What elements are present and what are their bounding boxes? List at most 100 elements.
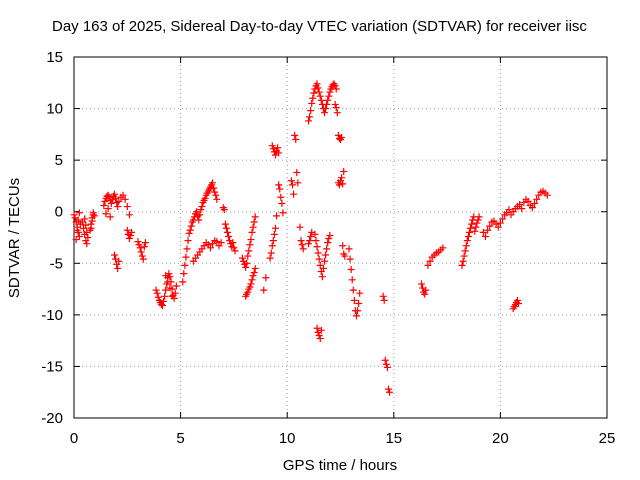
data-point <box>166 273 174 281</box>
data-point <box>111 251 119 259</box>
data-point <box>315 331 323 339</box>
data-point <box>279 209 287 217</box>
data-point <box>275 181 283 189</box>
data-point <box>289 181 297 189</box>
x-tick-labels: 0 5 10 15 20 25 <box>70 430 616 447</box>
data-points <box>70 80 551 396</box>
data-point <box>346 255 354 263</box>
data-point <box>128 228 136 236</box>
data-point <box>267 249 275 257</box>
data-point <box>180 270 188 278</box>
data-point <box>247 236 255 244</box>
data-point <box>187 222 195 230</box>
data-point <box>287 177 295 185</box>
data-point <box>248 276 256 284</box>
data-point <box>251 264 259 272</box>
data-point <box>324 239 332 247</box>
data-point <box>160 297 168 305</box>
data-point <box>323 100 331 108</box>
data-point <box>332 85 340 93</box>
y-tick-label: -20 <box>41 410 63 427</box>
data-point <box>81 215 89 223</box>
data-point <box>484 226 492 234</box>
data-point <box>260 286 268 294</box>
data-point <box>464 232 472 240</box>
data-point <box>474 216 482 224</box>
data-point <box>322 105 330 113</box>
data-point <box>424 261 432 269</box>
data-point <box>296 223 304 231</box>
x-tick-label: 25 <box>599 430 616 447</box>
data-point <box>513 296 521 304</box>
data-point <box>185 229 193 237</box>
data-point <box>331 100 339 108</box>
data-point <box>315 88 323 96</box>
data-point <box>125 211 133 219</box>
data-point <box>87 224 95 232</box>
data-point <box>213 238 221 246</box>
data-point <box>206 244 214 252</box>
data-point <box>224 228 232 236</box>
data-point <box>154 293 162 301</box>
plot-frame <box>73 56 608 419</box>
data-point <box>439 244 447 252</box>
data-point <box>311 85 319 93</box>
data-point <box>139 255 147 263</box>
data-point <box>121 195 129 203</box>
data-point <box>138 252 146 260</box>
data-point <box>310 89 318 97</box>
data-point <box>136 244 144 252</box>
data-point <box>309 94 317 102</box>
data-point <box>339 180 347 188</box>
data-point <box>323 245 331 253</box>
data-point <box>461 247 469 255</box>
data-point <box>316 335 324 343</box>
data-point <box>306 237 314 245</box>
data-point <box>308 99 316 107</box>
data-point <box>161 292 169 300</box>
data-point <box>384 385 392 393</box>
data-point <box>473 219 481 227</box>
data-point <box>462 242 470 250</box>
data-point <box>322 251 330 259</box>
data-point <box>341 252 349 260</box>
data-point <box>271 224 279 232</box>
data-point <box>496 219 504 227</box>
data-point <box>134 238 142 246</box>
data-point <box>325 92 333 100</box>
data-point <box>75 209 83 217</box>
data-point <box>339 242 347 250</box>
data-point <box>460 252 468 260</box>
data-point <box>331 82 339 90</box>
data-point <box>197 206 205 214</box>
data-point <box>421 290 429 298</box>
data-point <box>338 133 346 141</box>
data-point <box>355 300 363 308</box>
data-point <box>88 217 96 225</box>
data-point <box>268 242 276 250</box>
data-point <box>221 220 229 228</box>
data-point <box>275 149 283 157</box>
data-point <box>166 284 174 292</box>
data-point <box>465 228 473 236</box>
data-point <box>518 205 526 213</box>
data-point <box>292 136 300 144</box>
data-point <box>262 274 270 282</box>
data-point <box>84 234 92 241</box>
data-point <box>345 245 353 253</box>
data-point <box>168 292 176 300</box>
data-point <box>418 280 426 288</box>
data-point <box>499 215 507 223</box>
data-point <box>380 296 388 304</box>
y-tick-labels: -20 -15 -10 -5 0 5 10 15 <box>41 49 63 427</box>
data-point <box>182 253 190 261</box>
data-point <box>316 92 324 100</box>
data-point <box>471 227 479 235</box>
data-point <box>242 263 250 271</box>
data-point <box>111 190 119 198</box>
data-point <box>152 286 160 294</box>
data-point <box>231 247 239 255</box>
data-point <box>313 243 321 251</box>
data-point <box>75 232 83 240</box>
data-point <box>74 216 82 224</box>
